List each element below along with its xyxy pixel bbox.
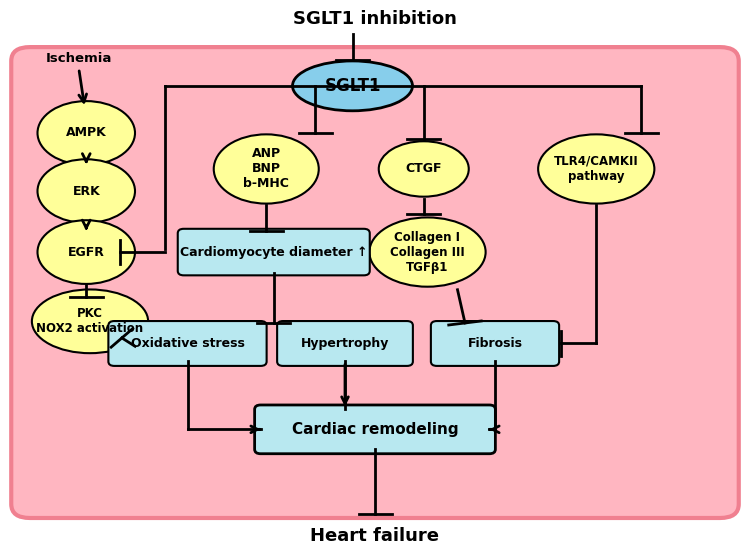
FancyBboxPatch shape xyxy=(255,405,496,454)
Text: EGFR: EGFR xyxy=(68,245,105,259)
FancyBboxPatch shape xyxy=(108,321,267,366)
Text: ANP
BNP
b-MHC: ANP BNP b-MHC xyxy=(243,147,290,191)
FancyBboxPatch shape xyxy=(278,321,412,366)
Ellipse shape xyxy=(292,61,412,111)
Text: Heart failure: Heart failure xyxy=(310,527,440,545)
Text: PKC
NOX2 activation: PKC NOX2 activation xyxy=(37,307,143,335)
Ellipse shape xyxy=(538,135,654,204)
FancyBboxPatch shape xyxy=(11,47,739,518)
Text: TLR4/CAMKII
pathway: TLR4/CAMKII pathway xyxy=(554,155,638,183)
Text: SGLT1 inhibition: SGLT1 inhibition xyxy=(293,11,457,28)
Ellipse shape xyxy=(379,141,469,197)
Text: Hypertrophy: Hypertrophy xyxy=(301,337,389,350)
Ellipse shape xyxy=(369,217,485,287)
Text: SGLT1: SGLT1 xyxy=(324,77,381,95)
Text: Fibrosis: Fibrosis xyxy=(467,337,523,350)
Text: Cardiomyocyte diameter ↑: Cardiomyocyte diameter ↑ xyxy=(180,245,368,259)
Text: CTGF: CTGF xyxy=(406,162,442,176)
FancyBboxPatch shape xyxy=(178,229,370,275)
Text: Oxidative stress: Oxidative stress xyxy=(130,337,244,350)
Text: Collagen I
Collagen III
TGFβ1: Collagen I Collagen III TGFβ1 xyxy=(390,230,465,274)
Ellipse shape xyxy=(32,289,148,353)
Text: AMPK: AMPK xyxy=(66,126,106,140)
Ellipse shape xyxy=(38,160,135,223)
Text: Cardiac remodeling: Cardiac remodeling xyxy=(292,422,458,437)
Ellipse shape xyxy=(38,220,135,284)
Text: ERK: ERK xyxy=(72,184,100,198)
FancyBboxPatch shape xyxy=(430,321,559,366)
Ellipse shape xyxy=(38,101,135,165)
Ellipse shape xyxy=(214,135,319,204)
Text: Ischemia: Ischemia xyxy=(46,52,112,65)
